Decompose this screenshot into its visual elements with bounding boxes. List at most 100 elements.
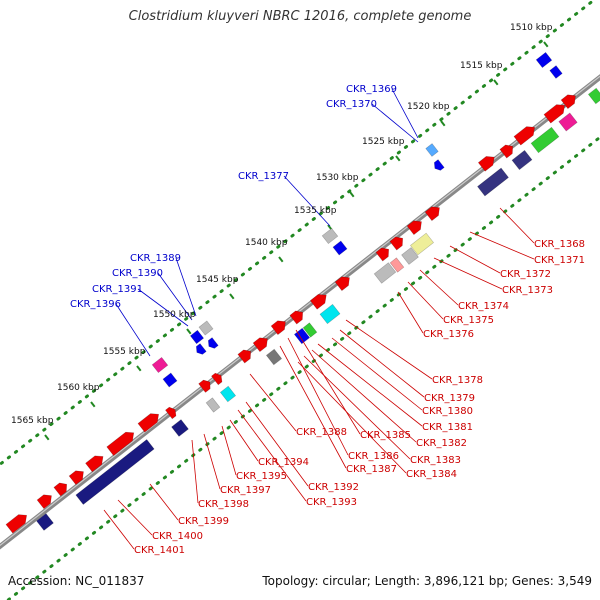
strand-feature-11[interactable] <box>319 303 341 325</box>
outer-feature-3[interactable] <box>425 143 439 157</box>
forward-gene-2[interactable] <box>36 491 55 510</box>
forward-gene-9[interactable] <box>198 378 214 393</box>
strand-feature-1[interactable] <box>75 439 155 505</box>
forward-gene-20[interactable] <box>424 203 443 222</box>
scale-tick-label: 1540 kbp <box>245 238 288 248</box>
gene-label: CKR_1390 <box>112 268 163 279</box>
strand-feature-10[interactable] <box>302 322 318 338</box>
forward-gene-17[interactable] <box>375 245 392 262</box>
scale-tick-label: 1535 kbp <box>294 206 337 216</box>
strand-feature-8[interactable] <box>265 348 283 366</box>
outer-feature-7[interactable] <box>189 329 205 345</box>
gene-label: CKR_1376 <box>423 329 474 340</box>
gene-label: CKR_1393 <box>306 497 357 508</box>
gene-label: CKR_1381 <box>422 422 473 433</box>
outer-feature-8[interactable] <box>198 320 214 336</box>
forward-gene-16[interactable] <box>334 273 353 292</box>
outer-feature-4[interactable] <box>432 159 445 173</box>
strand-feature-7[interactable] <box>219 385 237 403</box>
label-leader <box>499 207 535 244</box>
forward-gene-13[interactable] <box>270 317 289 336</box>
label-leader <box>345 319 433 380</box>
gene-label: CKR_1374 <box>458 301 509 312</box>
gene-label: CKR_1401 <box>134 545 185 556</box>
forward-gene-11[interactable] <box>237 347 254 364</box>
gene-labels: CKR_1369 CKR_1370 CKR_1377 CKR_1389 CKR_1390… <box>70 84 585 556</box>
forward-gene-4[interactable] <box>68 467 87 486</box>
forward-gene-7[interactable] <box>137 410 162 433</box>
forward-gene-19[interactable] <box>406 217 425 236</box>
strand-feature-12[interactable] <box>373 262 397 284</box>
outer-feature-9[interactable] <box>194 343 207 357</box>
scale-tick-mark <box>229 293 235 300</box>
strand-feature-14[interactable] <box>401 247 419 265</box>
strand-feature-9[interactable] <box>293 327 311 345</box>
forward-gene-1[interactable] <box>5 511 30 534</box>
outer-feature-6[interactable] <box>332 240 348 256</box>
label-leader <box>117 499 153 536</box>
strand-feature-2[interactable] <box>171 419 189 437</box>
forward-gene-10[interactable] <box>211 371 224 386</box>
label-leader <box>229 419 259 462</box>
label-leader <box>249 373 297 432</box>
forward-gene-14[interactable] <box>289 308 306 325</box>
scale-tick-label: 1565 kbp <box>11 416 54 426</box>
forward-gene-3[interactable] <box>53 480 70 497</box>
label-leader <box>115 303 151 357</box>
outer-feature-5[interactable] <box>321 227 339 245</box>
forward-gene-12[interactable] <box>252 334 271 353</box>
label-leader <box>237 409 307 502</box>
scale-tick-mark <box>395 155 401 162</box>
label-leader <box>283 175 331 227</box>
gene-label: CKR_1391 <box>92 284 143 295</box>
map-title: Clostridium kluyveri NBRC 12016, complet… <box>128 9 472 24</box>
scale-tick-mark <box>44 434 50 441</box>
strand-feature-5[interactable] <box>511 149 533 171</box>
outer-feature-1[interactable] <box>535 51 553 69</box>
gene-label: CKR_1378 <box>432 375 483 386</box>
strand-feature-18[interactable] <box>587 87 600 105</box>
scale-tick-label: 1560 kbp <box>57 383 100 393</box>
scale-tick-mark <box>440 120 446 127</box>
scale-tick-mark <box>543 41 549 48</box>
outer-feature-10[interactable] <box>206 337 219 351</box>
genome-summary: Topology: circular; Length: 3,896,121 bp… <box>262 574 592 588</box>
gene-label: CKR_1399 <box>178 516 229 527</box>
label-leader <box>371 103 419 143</box>
label-leader <box>221 425 237 476</box>
forward-gene-5[interactable] <box>85 452 107 473</box>
strand-feature-17[interactable] <box>558 112 578 132</box>
strand-feature-3[interactable] <box>36 513 54 531</box>
outer-feature-11[interactable] <box>151 356 169 374</box>
label-leader <box>311 349 417 443</box>
scale-tick-label: 1525 kbp <box>362 137 405 147</box>
gene-label: CKR_1383 <box>410 455 461 466</box>
gene-label: CKR_1375 <box>443 315 494 326</box>
forward-gene-6[interactable] <box>106 428 137 456</box>
outer-feature-2[interactable] <box>549 65 563 79</box>
label-leader <box>279 345 347 469</box>
scale-ticks <box>44 41 549 441</box>
forward-gene-24[interactable] <box>543 101 568 124</box>
strand-feature-6[interactable] <box>205 397 221 413</box>
forward-gene-15[interactable] <box>309 291 329 310</box>
forward-gene-21[interactable] <box>477 153 497 172</box>
strand-feature-13[interactable] <box>389 257 405 273</box>
label-leader <box>245 401 309 487</box>
gene-label: CKR_1379 <box>424 393 475 404</box>
scale-tick-label: 1510 kbp <box>510 23 553 33</box>
gene-label: CKR_1392 <box>308 482 359 493</box>
forward-gene-8[interactable] <box>165 405 178 420</box>
forward-gene-23[interactable] <box>513 123 538 146</box>
outer-feature-12[interactable] <box>162 372 178 388</box>
strand-feature-4[interactable] <box>477 167 509 197</box>
strand-feature-15[interactable] <box>410 232 434 256</box>
scale-tick-label: 1515 kbp <box>460 61 503 71</box>
label-leader <box>303 355 411 460</box>
forward-gene-18[interactable] <box>389 234 406 251</box>
forward-gene-22[interactable] <box>499 142 516 159</box>
strand-feature-16[interactable] <box>530 126 560 154</box>
gene-label: CKR_1377 <box>238 171 289 182</box>
forward-gene-25[interactable] <box>560 91 579 110</box>
